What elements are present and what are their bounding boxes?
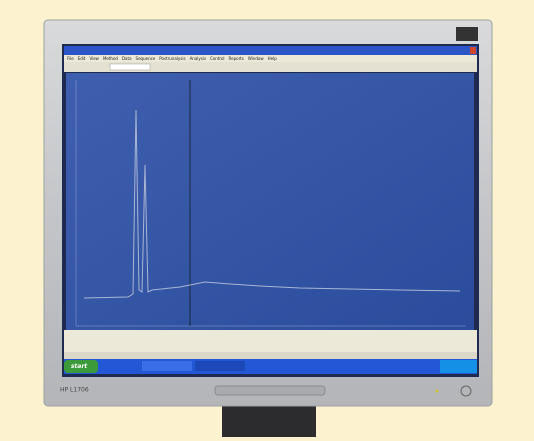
menu-item[interactable]: Postrunalysis: [159, 56, 185, 61]
power-led: [435, 389, 439, 393]
start-button[interactable]: [64, 360, 98, 373]
title-bar: [64, 46, 477, 55]
close-button[interactable]: [470, 47, 476, 54]
plot-area: [66, 73, 474, 330]
chromatogram-trace: [83, 109, 461, 299]
menu-item[interactable]: File: [67, 56, 74, 61]
menu-item[interactable]: Sequence: [136, 56, 156, 61]
menu-item[interactable]: Window: [248, 56, 265, 61]
model-label: HP L1706: [60, 387, 89, 394]
menu-item[interactable]: Help: [268, 56, 278, 61]
status-bar: [64, 352, 477, 359]
menu-item[interactable]: Control: [210, 56, 224, 61]
task-button[interactable]: [195, 361, 245, 371]
control-buttons[interactable]: [214, 385, 326, 396]
toolbar-combo[interactable]: [109, 63, 151, 71]
menu-item[interactable]: Method: [103, 56, 118, 61]
taskbar: [64, 359, 477, 374]
menu-bar: [64, 55, 477, 62]
menu-item[interactable]: Data: [122, 56, 132, 61]
toolbar: [64, 62, 477, 72]
bottom-panel: [64, 330, 477, 352]
sticker: [456, 27, 478, 41]
task-button[interactable]: [142, 361, 192, 371]
power-button[interactable]: [460, 385, 472, 397]
menu-item[interactable]: Edit: [78, 56, 86, 61]
menu-item[interactable]: View: [89, 56, 99, 61]
tray: [440, 360, 477, 373]
menu-item[interactable]: Reports: [229, 56, 244, 61]
menu-item[interactable]: Analysis: [190, 56, 206, 61]
start-label: start: [71, 363, 88, 370]
